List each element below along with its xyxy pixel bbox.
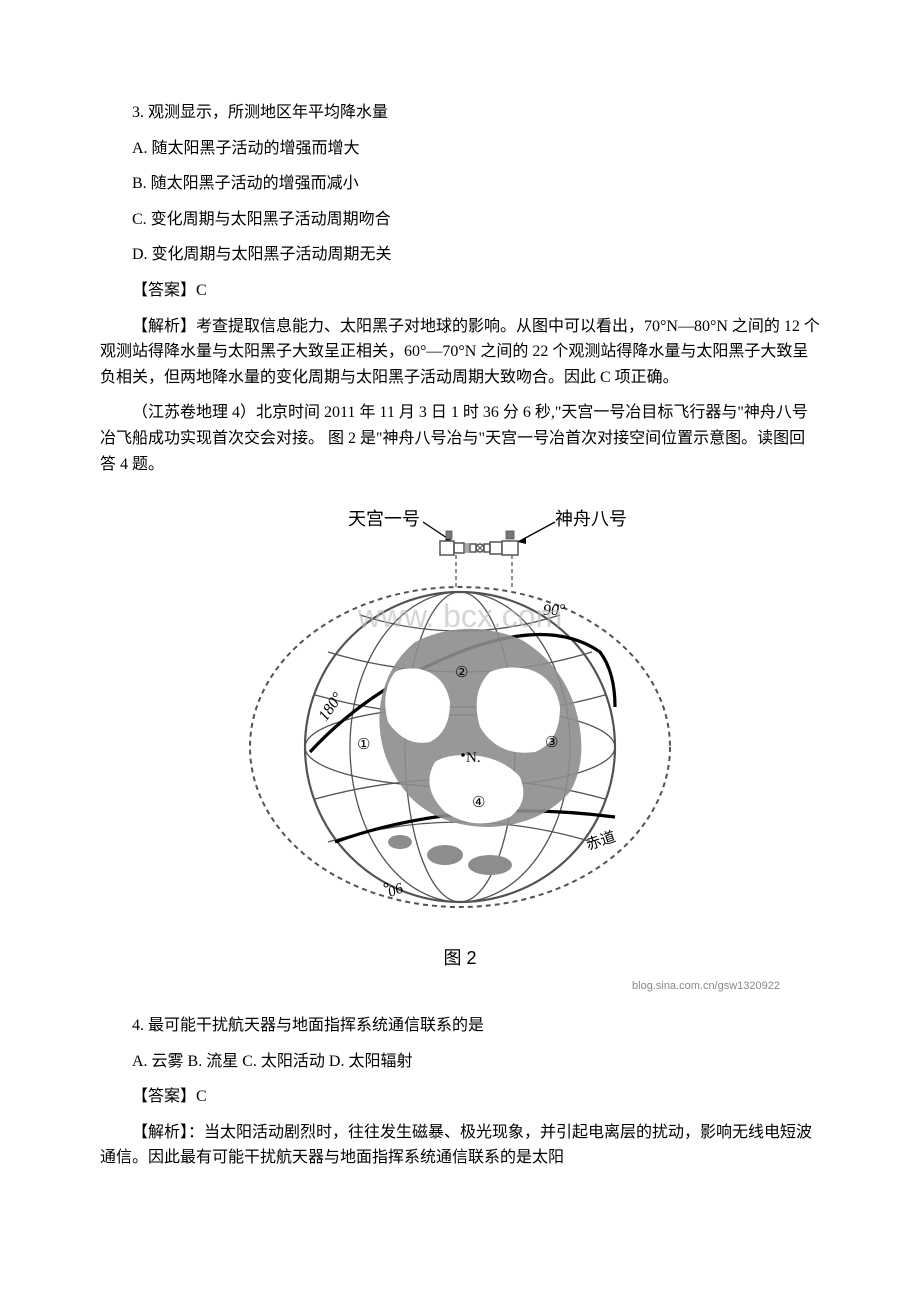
svg-text:①: ① — [357, 737, 370, 753]
q3-answer: 【答案】C — [100, 278, 820, 304]
figure-2-svg: 天宫一号 神舟八号 — [240, 497, 680, 927]
q4-stem: 4. 最可能干扰航天器与地面指挥系统通信联系的是 — [100, 1013, 820, 1039]
q3-option-d: D. 变化周期与太阳黑子活动周期无关 — [100, 242, 820, 268]
svg-text:②: ② — [455, 665, 468, 681]
q4-answer: 【答案】C — [100, 1084, 820, 1110]
q4-options: A. 云雾 B. 流星 C. 太阳活动 D. 太阳辐射 — [100, 1049, 820, 1075]
globe: 90° 180° 06 赤道 N. ① ② ③ ④ — [305, 592, 618, 902]
marker-2: ② — [455, 665, 468, 681]
figure-caption: 图 2 — [100, 944, 820, 973]
q3-analysis: 【解析】考查提取信息能力、太阳黑子对地球的影响。从图中可以看出，70°N—80°… — [100, 314, 820, 391]
marker-3: ③ — [545, 735, 558, 751]
q3-stem: 3. 观测显示，所测地区年平均降水量 — [100, 100, 820, 126]
q3-option-b: B. 随太阳黑子活动的增强而减小 — [100, 171, 820, 197]
blog-link-text: blog.sina.com.cn/gsw1320922 — [100, 978, 820, 996]
q3-option-a: A. 随太阳黑子活动的增强而增大 — [100, 136, 820, 162]
context2-text: （江苏卷地理 4）北京时间 2011 年 11 月 3 日 1 时 36 分 6… — [100, 400, 820, 477]
watermark-text: www. bcx.com — [357, 598, 562, 634]
north-label: N. — [466, 750, 481, 766]
tiangong-label: 天宫一号 — [348, 509, 420, 529]
marker-1: ① — [357, 737, 370, 753]
shenzhou-label: 神舟八号 — [555, 509, 627, 529]
q3-option-c: C. 变化周期与太阳黑子活动周期吻合 — [100, 207, 820, 233]
marker-4: ④ — [472, 795, 485, 811]
q4-analysis: 【解析】：当太阳活动剧烈时，往往发生磁暴、极光现象，并引起电离层的扰动，影响无线… — [100, 1120, 820, 1171]
spacecraft-group: 天宫一号 神舟八号 — [348, 509, 627, 587]
svg-text:④: ④ — [472, 795, 485, 811]
svg-text:③: ③ — [545, 735, 558, 751]
figure-2: 天宫一号 神舟八号 — [100, 497, 820, 972]
